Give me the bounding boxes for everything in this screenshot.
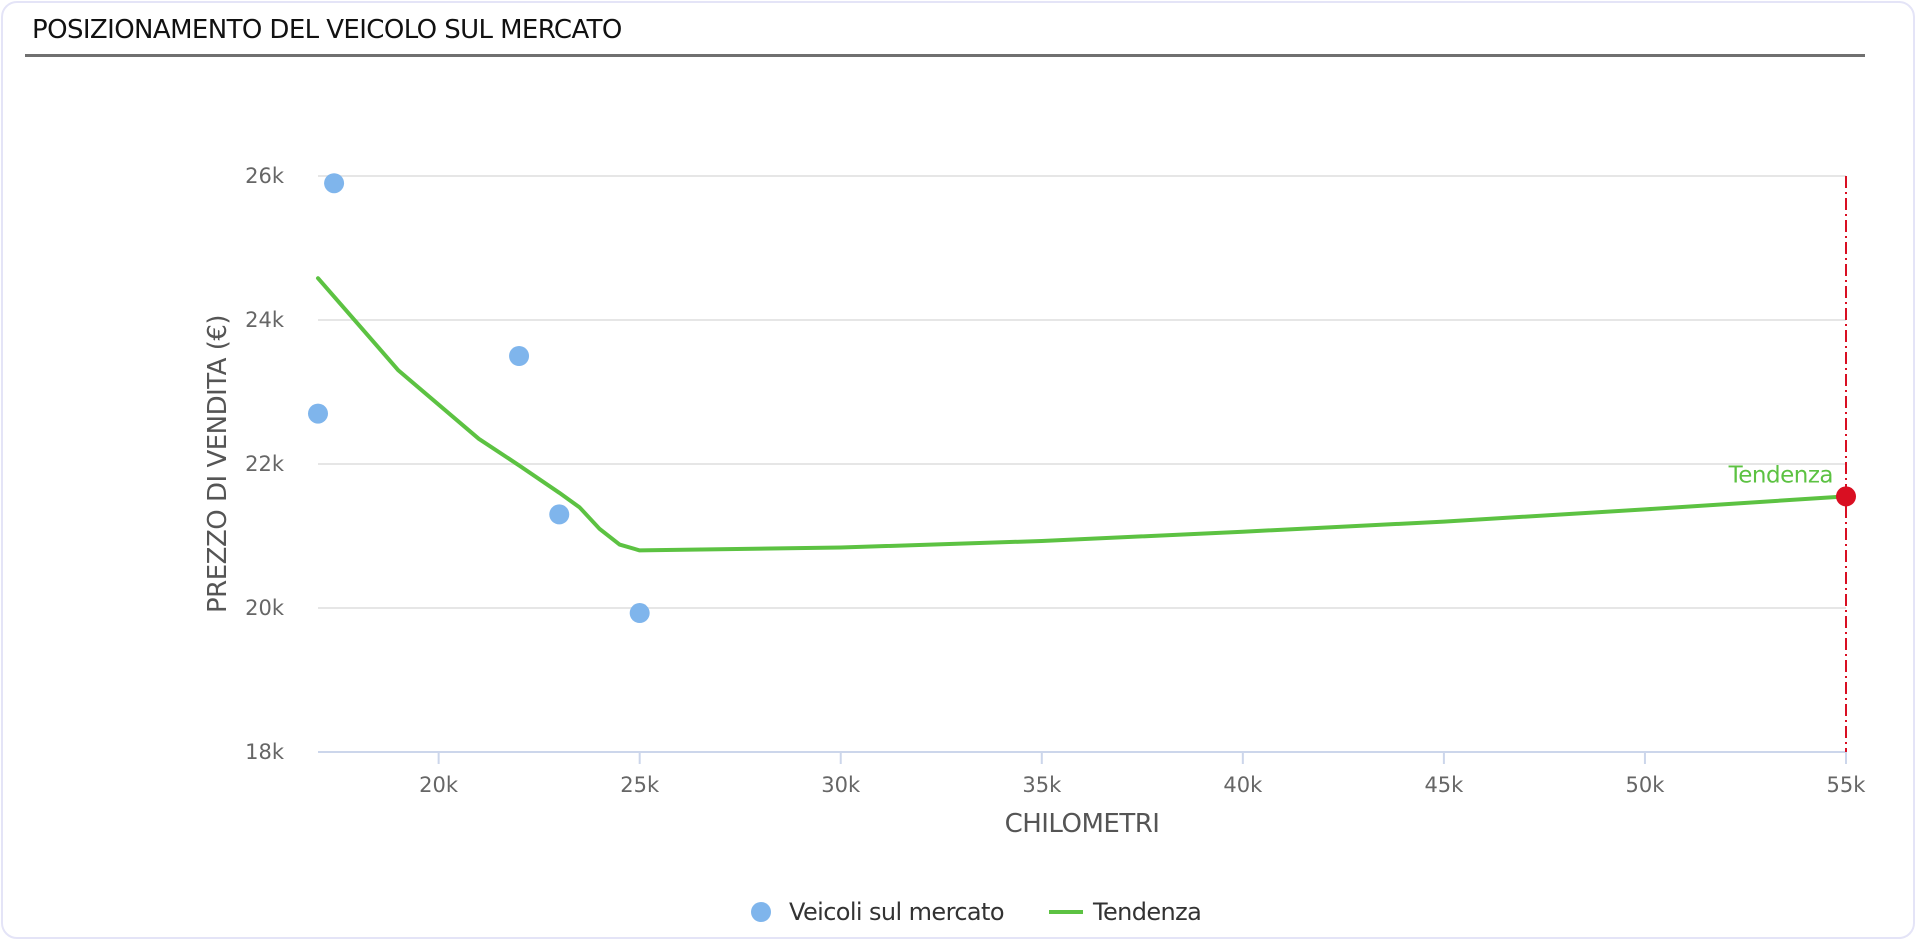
x-tick-label: 20k <box>419 773 459 797</box>
market-vehicle-point[interactable] <box>629 603 650 624</box>
y-tick-label: 26k <box>245 164 285 188</box>
legend-label-trend: Tendenza <box>1092 898 1201 926</box>
y-tick-label: 18k <box>245 740 285 764</box>
card-header: POSIZIONAMENTO DEL VEICOLO SUL MERCATO <box>25 13 1865 57</box>
grid-layer <box>318 175 1846 609</box>
legend-label-market-vehicles: Veicoli sul mercato <box>789 898 1004 926</box>
market-vehicle-point[interactable] <box>308 403 328 424</box>
market-vehicle-point[interactable] <box>324 173 345 194</box>
y-tick-label: 20k <box>245 596 285 620</box>
x-axis-title: CHILOMETRI <box>1005 809 1160 839</box>
x-tick-label: 40k <box>1223 773 1263 797</box>
market-vehicle-point[interactable] <box>549 504 570 525</box>
axis-layer: 18k 20k 22k 24k 26k 20k 25k 30k 35k 40k 45k 50k 55k C… <box>203 164 1866 839</box>
trend-data-label: Tendenza <box>1728 462 1833 488</box>
x-tick-label: 45k <box>1424 773 1464 797</box>
trend-line[interactable] <box>316 276 1848 553</box>
legend-item-market-vehicles[interactable]: Veicoli sul mercato <box>751 898 1005 926</box>
card-title: POSIZIONAMENTO DEL VEICOLO SUL MERCATO <box>32 15 622 45</box>
x-tick-label: 35k <box>1022 773 1062 797</box>
y-tick-label: 22k <box>245 452 285 476</box>
legend[interactable]: Veicoli sul mercato Tendenza <box>751 898 1202 926</box>
x-tick-label: 50k <box>1626 773 1666 797</box>
x-tick-label: 30k <box>821 773 861 797</box>
y-axis-title: PREZZO DI VENDITA (€) <box>203 315 233 613</box>
label-layer: Tendenza <box>1728 462 1834 488</box>
legend-item-trend[interactable]: Tendenza <box>1049 898 1202 926</box>
series-layer <box>308 173 1856 752</box>
y-tick-label: 24k <box>245 308 285 332</box>
market-vehicle-point[interactable] <box>509 346 530 366</box>
vehicle-position-point[interactable] <box>1836 486 1856 507</box>
x-tick-label: 25k <box>620 773 660 797</box>
x-tick-label: 55k <box>1827 773 1867 797</box>
legend-symbol-dot <box>751 902 771 922</box>
